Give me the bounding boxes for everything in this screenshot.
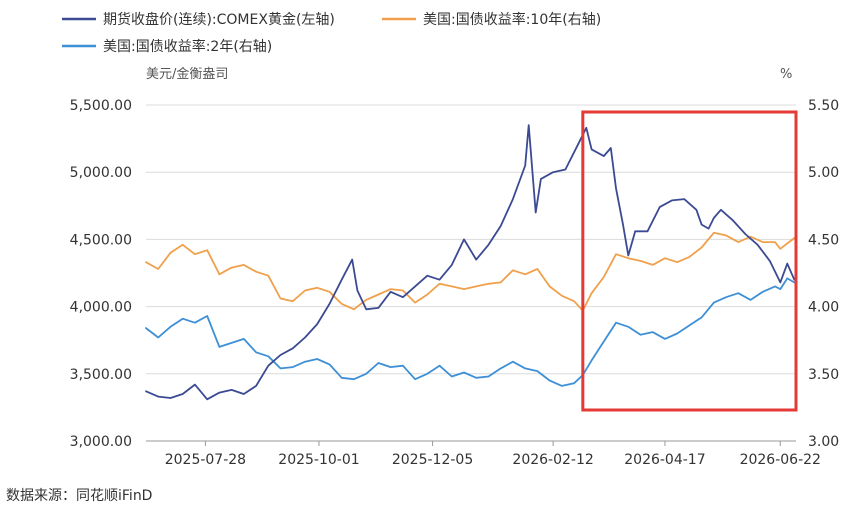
series-line-0[interactable] [145,124,796,401]
x-tick-label: 2025-12-05 [392,452,473,468]
legend-item-10y[interactable]: 美国:国债收益率:10年(右轴) [382,11,601,28]
x-tick-label: 2025-10-01 [278,452,359,468]
source-note: 数据来源：同花顺iFinD [6,488,152,504]
legend-label-10y: 美国:国债收益率:10年(右轴) [423,11,601,28]
left-tick-label: 4,000.00 [70,300,132,316]
left-tick-label: 3,500.00 [70,367,132,383]
x-tick-label: 2025-07-28 [165,452,246,468]
left-axis-ticks: 5,500.00 5,000.00 4,500.00 4,000.00 3,500.00… [70,98,132,450]
right-axis-unit: % [780,67,792,82]
left-tick-label: 5,500.00 [70,98,132,114]
legend-label-2y: 美国:国债收益率:2年(右轴) [103,38,272,55]
left-axis-unit: 美元/金衡盎司 [146,66,228,82]
legend-item-2y[interactable]: 美国:国债收益率:2年(右轴) [62,38,272,55]
left-tick-label: 3,000.00 [70,434,132,450]
x-tick-label: 2026-02-12 [512,452,593,468]
right-tick-label: 3.00 [808,434,839,450]
left-tick-label: 5,000.00 [70,165,132,181]
x-axis-ticks: 2025-07-28 2025-10-01 2025-12-05 2026-02-12… [165,441,821,468]
x-tick-label: 2026-04-17 [624,452,705,468]
left-tick-label: 4,500.00 [70,232,132,248]
highlight-box [581,110,798,412]
right-tick-label: 4.00 [808,300,839,316]
right-axis-ticks: 5.50 5.00 4.50 4.00 3.50 3.00 [808,98,839,450]
right-tick-label: 5.00 [808,165,839,181]
right-tick-label: 5.50 [808,98,839,114]
series-line-1[interactable] [145,231,796,312]
x-tick-label: 2026-06-22 [740,452,821,468]
legend-label-gold: 期货收盘价(连续):COMEX黄金(左轴) [103,11,335,28]
right-tick-label: 4.50 [808,232,839,248]
gridlines [146,104,796,442]
legend: 期货收盘价(连续):COMEX黄金(左轴) 美国:国债收益率:10年(右轴) 美… [62,11,601,55]
series-line-2[interactable] [145,277,796,387]
right-tick-label: 3.50 [808,367,839,383]
series-layer [145,124,796,401]
legend-item-gold[interactable]: 期货收盘价(连续):COMEX黄金(左轴) [62,11,335,28]
